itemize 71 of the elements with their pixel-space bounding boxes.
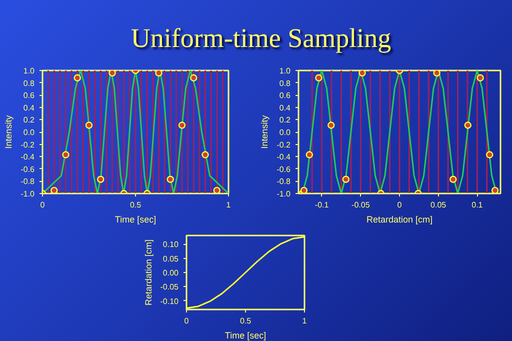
y-tick-label: -0.6 [276, 164, 292, 174]
y-tick-label: -0.6 [20, 164, 36, 174]
y-axis-title: Retardation [cm] [143, 239, 154, 306]
point [97, 176, 104, 183]
point [155, 70, 162, 77]
x-tick-label: 1 [302, 316, 308, 326]
y-tick-label: -0.4 [20, 152, 36, 162]
point [213, 186, 220, 194]
x-tick-label: 0 [397, 200, 402, 210]
point [108, 70, 116, 77]
y-tick-label: -0.4 [276, 152, 292, 162]
point [166, 176, 174, 183]
point [85, 122, 93, 129]
x-tick-label: 0.5 [240, 316, 252, 326]
y-tick-label: 0.10 [162, 240, 180, 250]
y-tick-label: -0.8 [276, 177, 292, 186]
point [328, 122, 335, 129]
y-tick-label: 0.2 [23, 116, 36, 125]
y-tick-label: 1.0 [23, 66, 36, 76]
y-tick-label: 0.8 [279, 78, 292, 88]
point [315, 74, 322, 82]
y-tick-label: -0.05 [160, 282, 180, 292]
x-tick-label: -0.05 [352, 200, 370, 210]
point [306, 151, 313, 158]
x-axis-title: Time [sec] [224, 330, 266, 340]
point [62, 151, 70, 158]
y-axis-title: Intensity [4, 114, 14, 149]
point [464, 122, 472, 129]
y-tick-label: 0.0 [23, 128, 36, 137]
y-tick-label: -0.2 [276, 140, 292, 150]
point [74, 74, 81, 82]
y-tick-label: 1.0 [279, 66, 292, 76]
point [476, 74, 484, 82]
y-tick-label: 0.0 [279, 128, 292, 137]
point [342, 176, 350, 183]
y-tick-label: -1.0 [20, 190, 36, 198]
x-tick-label: 0 [184, 316, 190, 326]
x-tick-label: 0 [40, 200, 46, 210]
line-series [42, 70, 228, 194]
point [486, 151, 494, 158]
point [358, 70, 366, 77]
y-tick-label: -0.10 [160, 296, 180, 306]
point [450, 176, 457, 183]
y-tick-label: 0.2 [279, 116, 292, 125]
x-axis-title: Retardation [cm] [366, 214, 433, 224]
y-tick-label: 0.4 [279, 103, 292, 112]
point [491, 186, 499, 194]
point [178, 122, 186, 129]
line-series [186, 236, 304, 309]
y-tick-label: 0.00 [162, 268, 180, 278]
point [202, 151, 209, 158]
point [433, 70, 440, 77]
y-tick-label: -0.2 [20, 140, 36, 150]
y-tick-label: -0.8 [20, 177, 36, 186]
y-tick-label: -1.0 [276, 190, 292, 198]
x-tick-label: 0.1 [472, 200, 484, 210]
y-tick-label: 0.6 [23, 91, 36, 100]
chart-title: Uniform-time Sampling [130, 22, 392, 55]
y-tick-label: 0.8 [23, 78, 36, 88]
y-tick-label: 0.05 [162, 254, 180, 264]
x-tick-label: -0.1 [314, 200, 330, 210]
x-tick-label: 0.5 [130, 200, 142, 210]
y-tick-label: 0.6 [279, 91, 292, 100]
y-tick-label: 0.4 [23, 103, 36, 112]
x-tick-label: 0.05 [430, 200, 447, 210]
y-axis-title: Intensity [260, 114, 270, 149]
x-tick-label: 1 [226, 200, 232, 210]
x-axis-title: Time [sec] [114, 214, 156, 224]
point [300, 186, 308, 194]
point [190, 74, 198, 82]
point [50, 186, 58, 194]
